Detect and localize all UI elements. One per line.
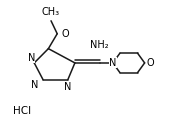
Text: N: N <box>31 80 39 90</box>
Text: HCl: HCl <box>13 106 31 116</box>
Text: O: O <box>62 29 69 39</box>
Text: NH₂: NH₂ <box>90 40 109 50</box>
Text: N: N <box>109 58 117 68</box>
Text: CH₃: CH₃ <box>42 7 60 17</box>
Text: N: N <box>64 82 72 92</box>
Text: N: N <box>28 53 35 63</box>
Text: O: O <box>146 58 154 68</box>
